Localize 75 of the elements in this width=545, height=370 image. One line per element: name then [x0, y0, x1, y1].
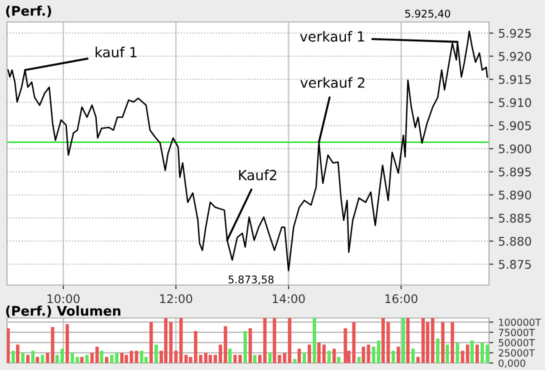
y-tick-label: 5.875 — [498, 260, 531, 269]
bar — [392, 350, 395, 363]
bar — [475, 344, 479, 363]
y-tick-label: 100000T — [499, 318, 542, 326]
y-tick-label: 5.910 — [498, 98, 532, 108]
annotation: 5.925,40 — [405, 10, 450, 19]
bar — [100, 350, 104, 363]
x-tick-label: 10:00 — [48, 294, 80, 304]
bar — [402, 318, 406, 363]
bar — [466, 344, 470, 363]
bar — [120, 352, 124, 363]
bar — [238, 354, 242, 363]
bar — [460, 350, 464, 363]
annotation: verkauf 2 — [300, 77, 364, 88]
chart-title: (Perf.) — [6, 6, 52, 18]
bar — [149, 322, 153, 363]
y-tick-label: 5.915 — [498, 75, 531, 84]
x-tick-label: 12:00 — [160, 294, 192, 304]
bar — [436, 338, 440, 363]
bar — [470, 340, 474, 363]
bar — [293, 358, 296, 363]
y-tick-label: 5.895 — [498, 167, 531, 176]
chart-title: (Perf.) Volumen — [6, 306, 120, 318]
bar — [441, 322, 445, 363]
bar — [336, 356, 340, 363]
bar — [95, 346, 99, 363]
annotation: verkauf 1 — [300, 30, 364, 42]
bar — [104, 356, 108, 363]
bar — [302, 352, 306, 363]
bar — [134, 350, 138, 363]
bar — [228, 348, 232, 363]
y-tick-label: 25000T — [498, 349, 535, 357]
bar — [26, 354, 30, 363]
bar — [411, 348, 415, 363]
y-tick-label: 5.920 — [498, 52, 532, 61]
y-tick-label: 5.885 — [498, 214, 531, 223]
y-tick-label: 75000T — [498, 328, 535, 336]
bar — [253, 354, 256, 363]
line-series — [7, 30, 488, 272]
bar — [396, 346, 400, 363]
bar — [344, 328, 348, 363]
bar — [362, 346, 366, 363]
annotation: 5.873,58 — [228, 276, 274, 284]
x-tick-label: 14:00 — [272, 294, 305, 304]
x-tick-label: 16:00 — [385, 294, 418, 304]
bar — [154, 344, 158, 363]
bar — [31, 350, 35, 363]
y-tick-label: 50000T — [498, 339, 535, 346]
bar — [66, 324, 69, 363]
bar — [357, 356, 361, 363]
annotation: kauf 1 — [96, 46, 136, 58]
y-tick-label: 0,000 — [498, 359, 526, 368]
bar — [332, 348, 336, 363]
bar — [243, 331, 247, 363]
y-tick-label: 5.900 — [498, 144, 532, 154]
bar — [327, 350, 331, 363]
annotation: Kauf2 — [239, 170, 276, 180]
bar — [16, 344, 20, 363]
bar — [406, 318, 410, 363]
bar — [308, 344, 312, 363]
bar — [21, 352, 24, 363]
bar — [36, 356, 40, 363]
bar — [50, 327, 54, 363]
bar — [248, 328, 252, 363]
bar — [12, 350, 15, 363]
bar — [130, 350, 134, 363]
y-tick-label: 5.925 — [498, 28, 531, 38]
bar — [7, 328, 10, 363]
y-tick-label: 5.880 — [498, 236, 532, 246]
bar — [80, 356, 84, 363]
y-tick-label: 5.890 — [498, 190, 532, 200]
bar — [446, 344, 450, 363]
bar — [298, 348, 301, 363]
bar — [450, 322, 454, 363]
y-tick-label: 5.905 — [498, 121, 531, 130]
